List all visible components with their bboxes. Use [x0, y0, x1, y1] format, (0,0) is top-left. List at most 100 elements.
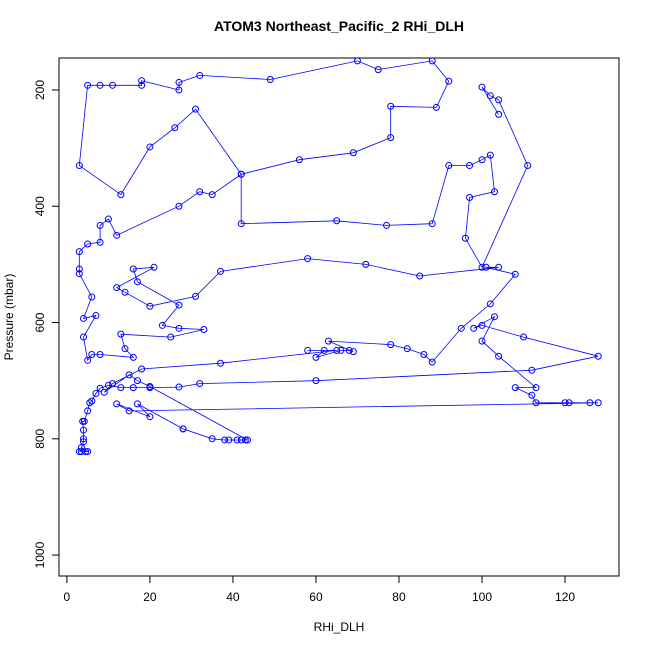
- data-point: [349, 149, 357, 157]
- data-point: [428, 220, 436, 228]
- data-point: [520, 333, 528, 341]
- data-point: [374, 66, 382, 74]
- data-point: [84, 240, 92, 248]
- data-point: [84, 407, 92, 415]
- data-point: [208, 435, 216, 443]
- data-point: [146, 143, 154, 151]
- data-point: [104, 215, 112, 223]
- data-point: [75, 162, 83, 170]
- data-point: [88, 293, 96, 301]
- data-point: [109, 81, 117, 89]
- data-point: [96, 221, 104, 229]
- data-point: [420, 350, 428, 358]
- data-point: [175, 301, 183, 309]
- data-point: [490, 313, 498, 321]
- x-tick-label: 20: [143, 590, 157, 604]
- data-point: [461, 234, 469, 242]
- data-point: [96, 238, 104, 246]
- data-point: [84, 448, 92, 456]
- data-point: [495, 96, 503, 104]
- x-tick-label: 0: [64, 590, 71, 604]
- data-point: [304, 255, 312, 263]
- data-point: [133, 400, 141, 408]
- data-point: [113, 284, 121, 292]
- data-point: [175, 78, 183, 86]
- data-point: [75, 248, 83, 256]
- data-point: [179, 425, 187, 433]
- data-point: [192, 292, 200, 300]
- data-point: [208, 191, 216, 199]
- data-point: [241, 436, 249, 444]
- data-point: [146, 382, 154, 390]
- data-point: [96, 350, 104, 358]
- data-point: [428, 57, 436, 65]
- data-point: [387, 341, 395, 349]
- data-point: [82, 448, 90, 456]
- data-point: [129, 265, 137, 273]
- data-point: [586, 399, 594, 407]
- data-point: [295, 156, 303, 164]
- data-point: [175, 383, 183, 391]
- data-point: [495, 263, 503, 271]
- data-point: [216, 267, 224, 275]
- data-point: [125, 407, 133, 415]
- data-point: [79, 314, 87, 322]
- y-tick-label: 200: [33, 80, 47, 100]
- data-point: [80, 417, 88, 425]
- data-point: [75, 265, 83, 273]
- data-point: [84, 81, 92, 89]
- data-point: [457, 324, 465, 332]
- data-point: [594, 399, 602, 407]
- data-point: [117, 330, 125, 338]
- data-point: [146, 413, 154, 421]
- data-point: [175, 324, 183, 332]
- data-point: [92, 312, 100, 320]
- data-point: [337, 346, 345, 354]
- data-point: [345, 346, 353, 354]
- data-point: [225, 436, 233, 444]
- data-point: [333, 217, 341, 225]
- data-point: [196, 188, 204, 196]
- data-point: [96, 384, 104, 392]
- data-point: [528, 366, 536, 374]
- y-tick-label: 600: [33, 312, 47, 332]
- data-point: [387, 134, 395, 142]
- data-point: [565, 399, 573, 407]
- data-point: [100, 388, 108, 396]
- data-point: [478, 321, 486, 329]
- data-point: [470, 324, 478, 332]
- data-point: [121, 288, 129, 296]
- data-point: [79, 426, 87, 434]
- data-point: [192, 105, 200, 113]
- data-point: [196, 380, 204, 388]
- data-point: [532, 384, 540, 392]
- data-point: [524, 162, 532, 170]
- data-point: [79, 333, 87, 341]
- data-point: [594, 352, 602, 360]
- data-point: [532, 399, 540, 407]
- data-point: [486, 151, 494, 159]
- data-point: [478, 83, 486, 91]
- data-point: [312, 353, 320, 361]
- data-point: [511, 270, 519, 278]
- data-point: [138, 365, 146, 373]
- y-tick-label: 400: [33, 196, 47, 216]
- data-point: [445, 77, 453, 85]
- data-point: [495, 110, 503, 118]
- data-point: [196, 71, 204, 79]
- data-point: [146, 302, 154, 310]
- data-point: [138, 77, 146, 85]
- data-point: [482, 263, 490, 271]
- data-point: [138, 81, 146, 89]
- data-point: [243, 436, 251, 444]
- data-point: [486, 300, 494, 308]
- data-point: [312, 377, 320, 385]
- data-point: [511, 384, 519, 392]
- data-point: [266, 76, 274, 84]
- data-point: [237, 170, 245, 178]
- data-point: [216, 359, 224, 367]
- y-axis-label: Pressure (mbar): [2, 274, 16, 361]
- x-tick-label: 60: [309, 590, 323, 604]
